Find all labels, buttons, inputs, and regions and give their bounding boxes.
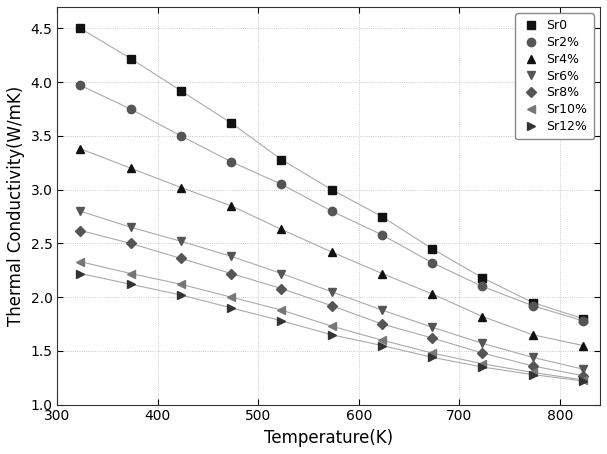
Sr2% [378,232,385,237]
Sr0 [479,275,486,281]
X-axis label: Temperature(K): Temperature(K) [264,429,393,447]
Sr6% [77,208,84,214]
Sr0 [127,56,134,61]
Sr10% [278,307,285,313]
Sr0 [77,26,84,31]
Sr12% [479,364,486,370]
Sr4% [579,343,586,348]
Sr6% [127,225,134,230]
Sr4% [328,249,335,255]
Sr2% [529,303,537,308]
Sr4% [177,185,185,190]
Sr8% [127,241,134,246]
Sr6% [177,238,185,244]
Sr0 [579,316,586,321]
Sr4% [228,203,235,208]
Sr2% [177,133,185,138]
Sr4% [77,146,84,152]
Sr10% [328,323,335,329]
Sr10% [579,377,586,383]
Sr2% [127,106,134,112]
Sr12% [579,378,586,384]
Sr8% [529,363,537,369]
Sr10% [429,350,436,356]
Sr0 [278,157,285,162]
Sr10% [228,295,235,300]
Sr6% [579,366,586,372]
Sr6% [429,325,436,330]
Sr2% [579,318,586,324]
Sr10% [479,361,486,366]
Sr12% [228,305,235,311]
Sr0 [177,88,185,94]
Line: Sr2%: Sr2% [76,81,587,325]
Sr12% [429,355,436,360]
Sr4% [479,314,486,319]
Sr12% [378,343,385,348]
Sr10% [378,337,385,343]
Y-axis label: Thermal Conductivity(W/mK): Thermal Conductivity(W/mK) [7,86,25,326]
Sr4% [529,332,537,337]
Line: Sr12%: Sr12% [76,269,587,385]
Sr6% [529,355,537,360]
Sr6% [278,271,285,276]
Sr12% [278,318,285,324]
Line: Sr4%: Sr4% [76,145,587,350]
Sr8% [177,256,185,261]
Sr4% [429,291,436,296]
Sr0 [228,120,235,126]
Sr8% [278,286,285,291]
Sr2% [278,182,285,187]
Line: Sr8%: Sr8% [77,227,586,379]
Sr0 [328,187,335,192]
Sr12% [328,332,335,337]
Sr2% [429,260,436,266]
Sr6% [328,289,335,295]
Line: Sr6%: Sr6% [76,207,587,373]
Sr2% [228,159,235,164]
Line: Sr0: Sr0 [76,24,587,323]
Sr12% [177,292,185,298]
Sr8% [479,350,486,356]
Sr6% [479,340,486,346]
Sr0 [429,246,436,252]
Sr8% [378,321,385,327]
Sr2% [328,208,335,214]
Sr10% [77,259,84,264]
Legend: Sr0, Sr2%, Sr4%, Sr6%, Sr8%, Sr10%, Sr12%: Sr0, Sr2%, Sr4%, Sr6%, Sr8%, Sr10%, Sr12… [515,13,594,139]
Sr8% [579,373,586,378]
Sr8% [429,335,436,340]
Line: Sr10%: Sr10% [76,257,587,384]
Sr0 [529,300,537,305]
Sr2% [479,284,486,289]
Sr8% [328,303,335,308]
Sr10% [177,281,185,287]
Sr8% [228,271,235,276]
Sr4% [127,165,134,171]
Sr4% [278,227,285,232]
Sr0 [378,214,385,219]
Sr12% [127,281,134,287]
Sr10% [127,271,134,276]
Sr8% [77,228,84,233]
Sr6% [228,254,235,259]
Sr12% [529,372,537,377]
Sr6% [378,307,385,313]
Sr4% [378,271,385,276]
Sr10% [529,370,537,375]
Sr2% [77,83,84,88]
Sr12% [77,271,84,276]
